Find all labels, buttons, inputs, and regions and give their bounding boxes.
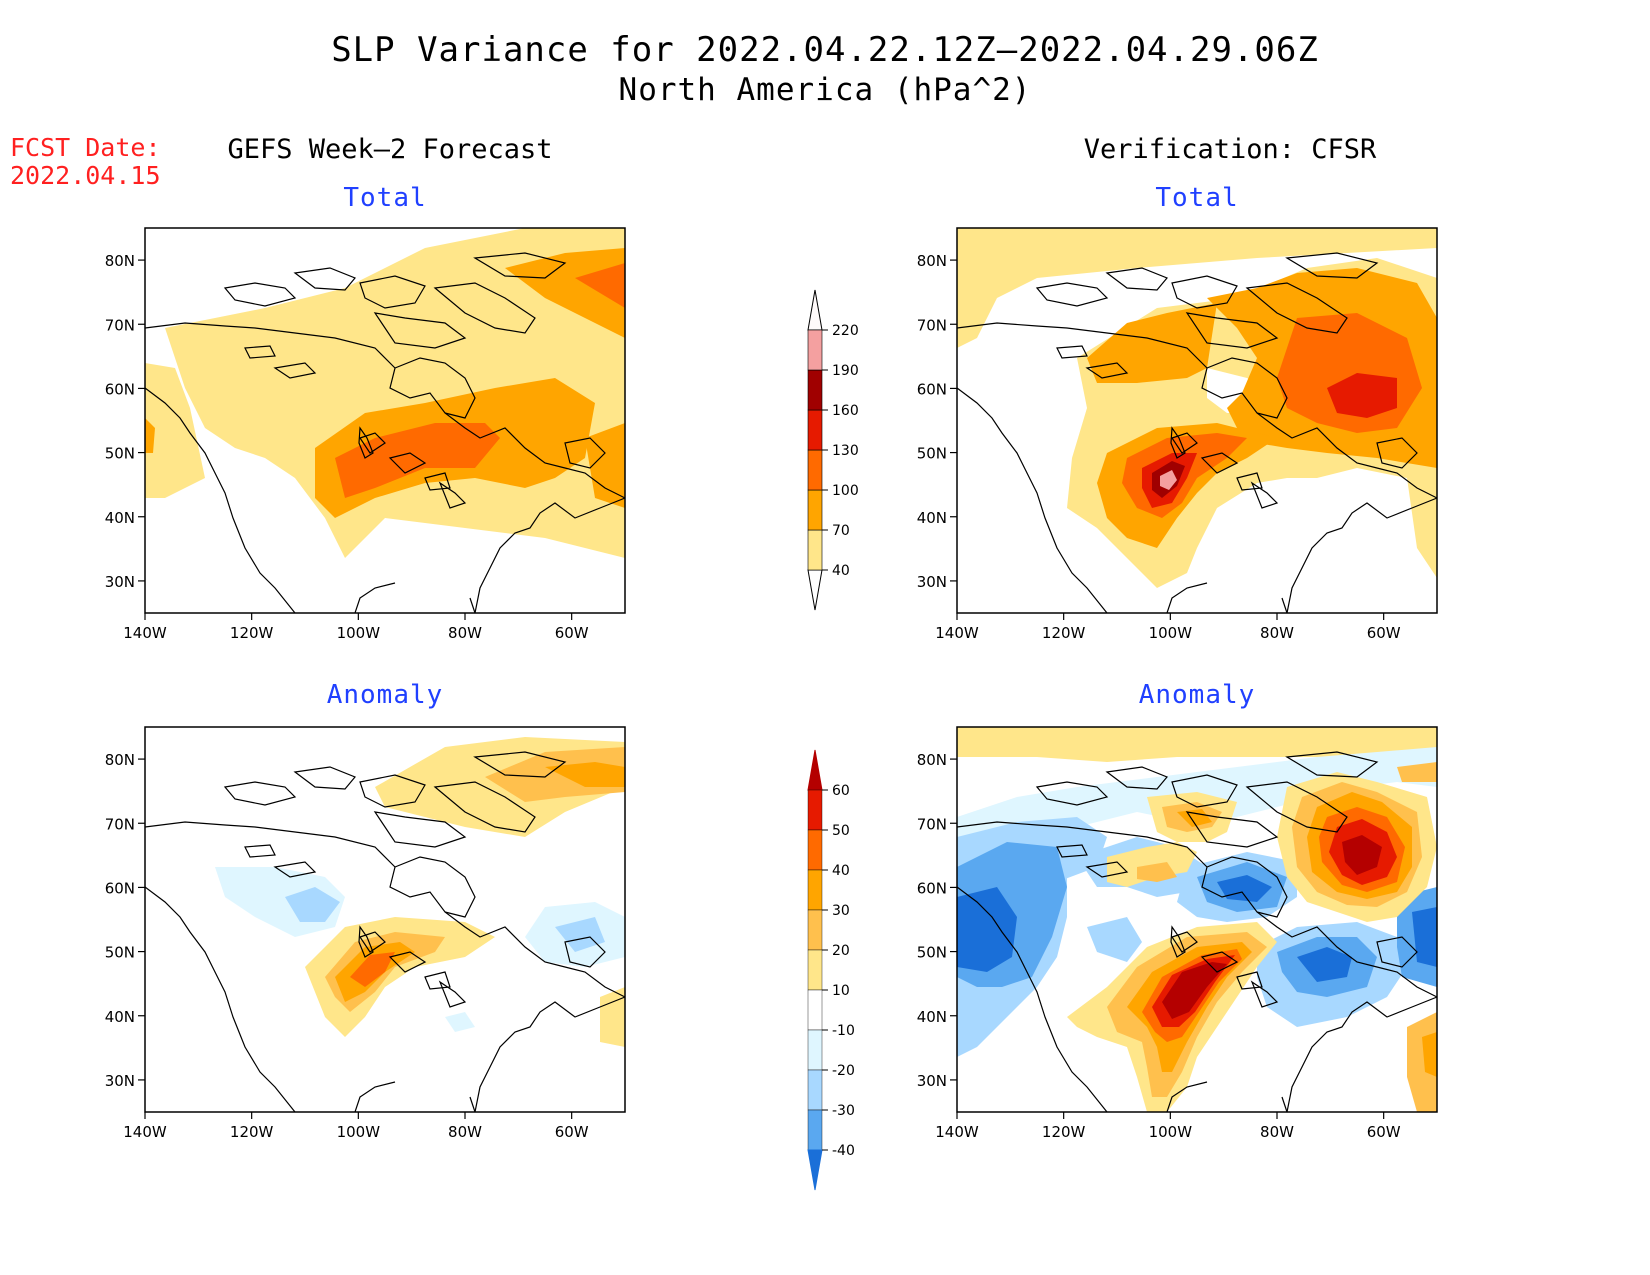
lon-tick-label: 140W xyxy=(123,1123,167,1141)
lat-tick-label: 60N xyxy=(105,879,135,897)
colorbar-lower-triangle xyxy=(807,1149,823,1191)
lon-tick-label: 100W xyxy=(1149,624,1193,642)
lon-tick-label: 80W xyxy=(448,1123,482,1141)
forecast-total-title: Total xyxy=(343,183,427,213)
anomaly-colorbar: 60 50 40 30 20 10 -10 -20 -30 -40 xyxy=(807,749,855,1191)
lon-tick-label: 100W xyxy=(337,1123,381,1141)
lon-tick-label: 60W xyxy=(1367,624,1401,642)
colorbar-segment xyxy=(807,789,823,831)
colorbar-segment xyxy=(807,1109,823,1151)
lat-tick-label: 80N xyxy=(917,751,947,769)
colorbar-label: 70 xyxy=(832,523,850,539)
lat-tick-label: 60N xyxy=(917,380,947,398)
colorbar-label: -40 xyxy=(832,1143,855,1159)
colorbar-label: -20 xyxy=(832,1063,855,1079)
colorbar-label: -30 xyxy=(832,1103,855,1119)
colorbar-label: 220 xyxy=(832,323,859,339)
colorbar-segment xyxy=(807,869,823,911)
verification-total-title: Total xyxy=(1155,183,1239,213)
lon-tick-label: 140W xyxy=(935,624,979,642)
colorbar-segment xyxy=(807,489,823,531)
lat-tick-label: 70N xyxy=(917,316,947,334)
colorbar-label: 40 xyxy=(832,563,850,579)
forecast-anomaly-map xyxy=(144,726,626,1113)
lat-tick-label: 40N xyxy=(105,509,135,527)
colorbar-label: -10 xyxy=(832,1023,855,1039)
colorbar-label: 50 xyxy=(832,823,850,839)
colorbar-label: 10 xyxy=(832,983,850,999)
lat-tick-label: 30N xyxy=(105,573,135,591)
lat-tick-label: 30N xyxy=(105,1072,135,1090)
lon-tick-label: 140W xyxy=(123,624,167,642)
lat-tick-label: 60N xyxy=(917,879,947,897)
lon-tick-label: 120W xyxy=(230,624,274,642)
lon-tick-label: 80W xyxy=(448,624,482,642)
lat-tick-label: 60N xyxy=(105,380,135,398)
colorbar-lower-triangle xyxy=(807,569,823,611)
lon-tick-label: 60W xyxy=(555,624,589,642)
colorbar-segment xyxy=(807,829,823,871)
axis-ticks: 80N 70N 60N 50N 40N 30N 140W 120W 100W 80W 60W 80N 7… xyxy=(105,252,1401,1141)
colorbar-label: 20 xyxy=(832,943,850,959)
colorbar-label: 190 xyxy=(832,363,859,379)
fcst-date-value: 2022.04.15 xyxy=(10,161,161,190)
lat-tick-label: 30N xyxy=(917,573,947,591)
lat-tick-label: 70N xyxy=(917,815,947,833)
lon-tick-label: 80W xyxy=(1260,624,1294,642)
forecast-column-title: GEFS Week–2 Forecast xyxy=(227,134,553,165)
colorbar-segment xyxy=(807,989,823,1031)
colorbar-upper-triangle xyxy=(807,289,823,331)
verification-column-title: Verification: CFSR xyxy=(1083,134,1377,165)
verification-anomaly-map xyxy=(956,726,1438,1113)
colorbar-segment xyxy=(807,949,823,991)
forecast-total-map xyxy=(144,227,626,614)
colorbar-segment xyxy=(807,1069,823,1111)
lon-tick-label: 60W xyxy=(1367,1123,1401,1141)
colorbar-label: 160 xyxy=(832,403,859,419)
lon-tick-label: 120W xyxy=(1042,624,1086,642)
lon-tick-label: 100W xyxy=(1149,1123,1193,1141)
colorbar-label: 130 xyxy=(832,443,859,459)
colorbar-segment xyxy=(807,409,823,451)
lat-tick-label: 50N xyxy=(917,944,947,962)
total-colorbar: 40 70 100 130 160 190 220 xyxy=(807,289,859,611)
colorbar-label: 100 xyxy=(832,483,859,499)
lat-tick-label: 50N xyxy=(105,445,135,463)
lat-tick-label: 40N xyxy=(917,509,947,527)
colorbar-segment xyxy=(807,369,823,411)
lat-tick-label: 50N xyxy=(917,445,947,463)
colorbar-upper-triangle xyxy=(807,749,823,791)
chart-title: SLP Variance for 2022.04.22.12Z–2022.04.… xyxy=(331,30,1319,70)
colorbar-segment xyxy=(807,909,823,951)
lon-tick-label: 140W xyxy=(935,1123,979,1141)
lat-tick-label: 80N xyxy=(105,751,135,769)
forecast-anomaly-title: Anomaly xyxy=(326,680,444,710)
fcst-date-label: FCST Date: xyxy=(10,133,161,162)
lat-tick-label: 40N xyxy=(105,1008,135,1026)
colorbar-label: 40 xyxy=(832,863,850,879)
colorbar-segment xyxy=(807,1029,823,1071)
verification-total-map xyxy=(956,227,1438,614)
lat-tick-label: 70N xyxy=(105,815,135,833)
lat-tick-label: 80N xyxy=(105,252,135,270)
colorbar-label: 60 xyxy=(832,783,850,799)
colorbar-segment xyxy=(807,449,823,491)
lat-tick-label: 30N xyxy=(917,1072,947,1090)
verification-anomaly-title: Anomaly xyxy=(1138,680,1256,710)
lon-tick-label: 120W xyxy=(230,1123,274,1141)
colorbar-label: 30 xyxy=(832,903,850,919)
lat-tick-label: 80N xyxy=(917,252,947,270)
lat-tick-label: 50N xyxy=(105,944,135,962)
lon-tick-label: 120W xyxy=(1042,1123,1086,1141)
lon-tick-label: 80W xyxy=(1260,1123,1294,1141)
lat-tick-label: 40N xyxy=(917,1008,947,1026)
lat-tick-label: 70N xyxy=(105,316,135,334)
chart-subtitle: North America (hPa^2) xyxy=(618,72,1032,108)
lon-tick-label: 100W xyxy=(337,624,381,642)
colorbar-segment xyxy=(807,329,823,371)
lon-tick-label: 60W xyxy=(555,1123,589,1141)
colorbar-segment xyxy=(807,529,823,571)
